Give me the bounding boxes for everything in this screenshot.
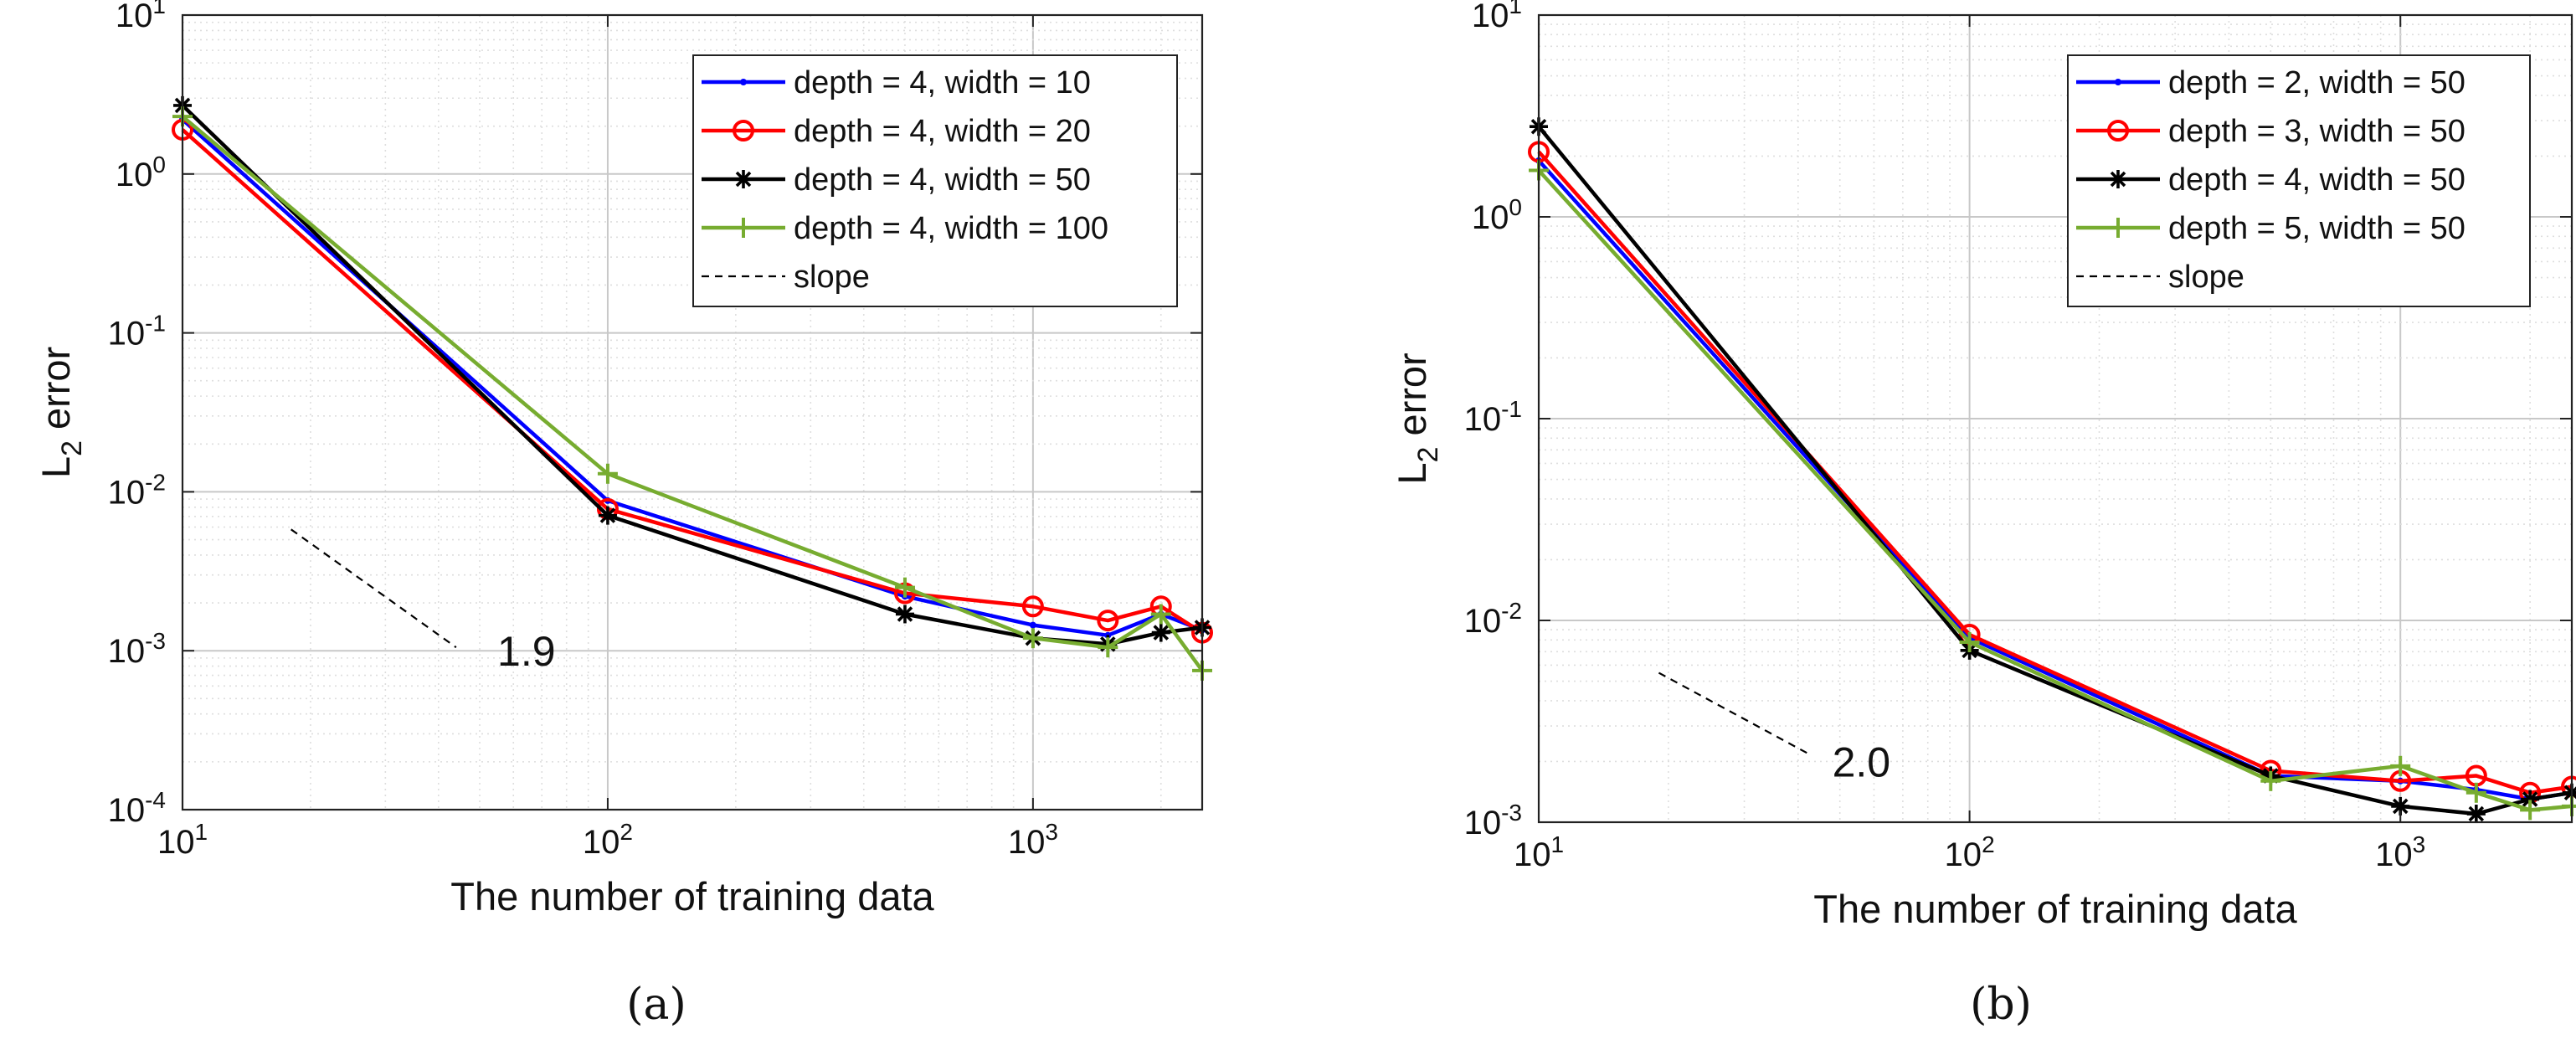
x-tick-label: 102 xyxy=(1945,831,1995,873)
data-point xyxy=(2465,782,2486,803)
series-4 xyxy=(172,106,1212,681)
data-point xyxy=(1021,595,1044,618)
legend-label: depth = 2, width = 50 xyxy=(2168,65,2465,100)
legend-label: depth = 4, width = 50 xyxy=(2168,162,2465,198)
y-axis-title: L2 error xyxy=(33,347,88,478)
y-tick-label: 100 xyxy=(1472,194,1522,236)
legend-label-slope: slope xyxy=(794,260,870,295)
x-axis-title: The number of training data xyxy=(450,874,934,918)
x-tick-label: 102 xyxy=(583,819,633,861)
chart-b: 2.0 101 102 103 10-3 10-2 10-1 100 101 The number… xyxy=(1390,0,2576,931)
legend-label: depth = 4, width = 100 xyxy=(794,211,1108,246)
legend-marker xyxy=(734,170,753,188)
y-tick-label: 10-1 xyxy=(108,311,166,352)
legend-marker xyxy=(2107,120,2129,142)
data-point xyxy=(2390,755,2411,776)
data-point xyxy=(1959,632,1980,653)
caption-a: (a) xyxy=(626,980,686,1030)
legend: depth = 4, width = 10 depth = 4, width = … xyxy=(692,54,1178,307)
legend: depth = 2, width = 50 depth = 3, width = … xyxy=(2067,54,2531,307)
chart-a: 1.9 101 102 103 10-4 10-3 10-2 10-1 100 101 The nu… xyxy=(33,0,1213,918)
legend-marker xyxy=(2108,218,2128,238)
y-tick-label: 10-3 xyxy=(1464,800,1522,841)
legend-label: depth = 3, width = 50 xyxy=(2168,114,2465,149)
y-tick-label: 10-2 xyxy=(108,469,166,511)
x-tick-label: 103 xyxy=(2375,831,2425,873)
data-point xyxy=(1097,610,1119,632)
data-point xyxy=(895,605,914,624)
data-point xyxy=(894,577,915,598)
x-tick-label: 101 xyxy=(1514,831,1564,873)
x-tick-label: 103 xyxy=(1008,819,1058,861)
data-point xyxy=(2466,805,2486,824)
legend-marker xyxy=(2109,170,2127,188)
data-point xyxy=(2260,770,2281,791)
y-tick-label: 101 xyxy=(116,0,166,34)
legend-label: depth = 4, width = 50 xyxy=(794,162,1091,198)
legend-label: depth = 5, width = 50 xyxy=(2168,211,2465,246)
legend-marker xyxy=(733,218,753,238)
slope-value-label: 2.0 xyxy=(1833,738,1891,785)
data-point xyxy=(1151,623,1170,642)
slope-line xyxy=(1658,672,1808,754)
legend-marker xyxy=(733,120,754,142)
legend-label-slope: slope xyxy=(2168,260,2244,295)
data-point xyxy=(1022,628,1043,649)
data-point xyxy=(1150,604,1171,625)
slope-value-label: 1.9 xyxy=(497,628,556,675)
data-point xyxy=(598,506,617,525)
data-point xyxy=(1029,621,1036,629)
legend-label: depth = 4, width = 10 xyxy=(794,65,1091,100)
y-tick-label: 100 xyxy=(116,152,166,193)
x-tick-label: 101 xyxy=(157,819,208,861)
y-tick-label: 10-3 xyxy=(108,628,166,670)
y-tick-label: 101 xyxy=(1472,0,1522,34)
y-tick-label: 10-4 xyxy=(108,787,166,829)
caption-b: (b) xyxy=(1970,980,2032,1030)
y-tick-label: 10-1 xyxy=(1464,396,1522,438)
x-axis-title: The number of training data xyxy=(1813,887,2297,931)
slope-line xyxy=(291,528,457,649)
legend-label: depth = 4, width = 20 xyxy=(794,114,1091,149)
legend-marker xyxy=(740,79,747,85)
y-tick-label: 10-2 xyxy=(1464,598,1522,640)
data-point xyxy=(1098,637,1118,658)
y-axis-title: L2 error xyxy=(1390,352,1444,484)
axes-box xyxy=(181,13,1204,811)
data-point xyxy=(2520,800,2541,821)
data-point xyxy=(597,463,618,484)
legend-marker xyxy=(2115,79,2121,85)
